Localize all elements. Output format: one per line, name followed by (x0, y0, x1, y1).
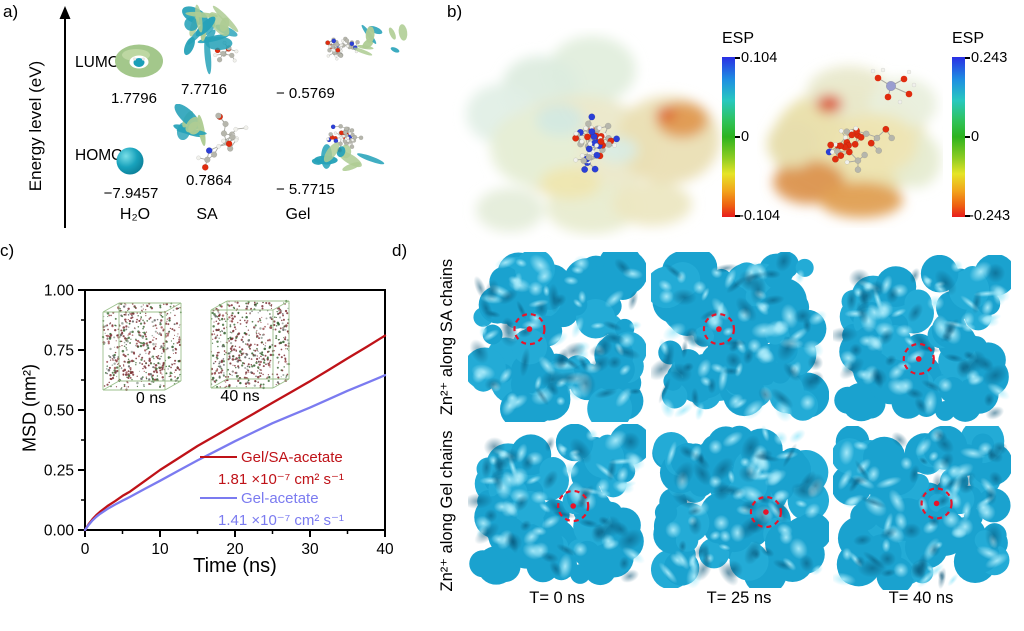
sa-homo-orbital-image (173, 104, 249, 171)
column-label-gel: Gel (285, 206, 311, 223)
inset-label-0ns: 0 ns (135, 390, 167, 407)
sa-lumo-energy: 7.7716 (181, 81, 227, 98)
energy-axis-arrow (59, 6, 71, 228)
colorbar2-max-label: 0.243 (971, 50, 1008, 66)
panel-a-label: a) (3, 2, 19, 21)
colorbar1-title: ESP (721, 30, 754, 47)
gel-homo-orbital-image (311, 124, 385, 172)
svg-text:10: 10 (151, 541, 169, 558)
legend-coefficient-gel-acetate: 1.41 ×10⁻⁷ cm² s⁻¹ (218, 512, 344, 529)
colorbar1-gradient (722, 57, 735, 217)
h2o-homo-energy: −7.9457 (103, 185, 159, 202)
svg-text:0.00: 0.00 (44, 523, 75, 540)
colorbar1-tick-mid (735, 136, 740, 138)
lumo-label: LUMO (75, 54, 120, 71)
panel-d-label: d) (392, 241, 408, 260)
zn-ion-marker (749, 495, 783, 529)
msd-xlabel: Time (ns) (193, 555, 277, 577)
svg-text:0.50: 0.50 (44, 403, 75, 420)
svg-text:0.25: 0.25 (44, 463, 74, 480)
gel-lumo-energy: − 0.5769 (276, 85, 335, 102)
msd-tick-labels: 0 10 20 30 40 0.00 0.25 0.50 0.75 1.00 (44, 283, 394, 559)
density-map-gel-t40 (833, 426, 1011, 590)
colorbar2-mid-label: 0 (971, 129, 980, 145)
legend-coefficient-gel-sa-acetate: 1.81 ×10⁻⁷ cm² s⁻¹ (218, 471, 344, 488)
msd-chart: 0 10 20 30 40 0.00 0.25 0.50 0.75 1.00 (44, 283, 394, 559)
sa-homo-energy: 0.7864 (186, 172, 232, 189)
esp-surface-gel-sa (466, 36, 720, 234)
esp-surface-zn-complex (767, 66, 941, 218)
density-map-sa-t0 (468, 252, 646, 422)
row-label-gel-chains: Zn²⁺ along Gel chains (438, 430, 456, 592)
density-map-sa-t25 (651, 252, 829, 422)
svg-text:0.75: 0.75 (44, 343, 74, 360)
colorbar1-tick-min (735, 215, 740, 217)
colorbar2-gradient (952, 57, 965, 217)
gel-lumo-orbital-image (325, 24, 408, 61)
svg-text:30: 30 (301, 541, 319, 558)
energy-axis-label: Energy level (eV) (26, 60, 45, 192)
colorbar2-tick-mid (965, 136, 970, 138)
h2o-lumo-energy: 1.7796 (111, 90, 157, 107)
colorbar1-min-label: -0.104 (739, 208, 781, 224)
h2o-lumo-orbital-image (115, 44, 163, 78)
time-label-40ns: T= 40 ns (888, 589, 954, 607)
density-map-gel-t25 (651, 424, 829, 588)
zn-ion-marker (557, 489, 590, 523)
simulation-box-0ns (101, 302, 182, 391)
svg-text:0: 0 (81, 541, 90, 558)
zn-atom-cluster (870, 67, 917, 105)
density-map-gel-t0 (468, 424, 646, 586)
colorbar2-min-label: -0.243 (969, 208, 1011, 224)
legend-name-gel-sa-acetate: Gel/SA-acetate (241, 449, 343, 466)
inset-label-40ns: 40 ns (220, 388, 260, 405)
column-label-h2o: H₂O (119, 206, 151, 223)
svg-text:1.00: 1.00 (44, 283, 75, 300)
h2o-homo-orbital-image (116, 147, 144, 175)
legend-line-gel-acetate (200, 497, 237, 500)
colorbar1-max-label: 0.104 (741, 50, 778, 66)
panel-b-label: b) (447, 2, 463, 21)
sa-lumo-orbital-image (182, 4, 239, 75)
zn-ion-marker (513, 312, 546, 346)
time-label-0ns: T= 0 ns (529, 589, 585, 607)
colorbar2-tick-max (965, 57, 970, 59)
zn-ion-marker (902, 342, 935, 376)
svg-text:40: 40 (376, 541, 394, 558)
gel-homo-energy: − 5.7715 (276, 181, 335, 198)
panel-c-label: c) (0, 241, 15, 260)
zn-ion-marker (920, 487, 953, 520)
svg-text:20: 20 (226, 541, 244, 558)
colorbar2-tick-min (965, 215, 970, 217)
time-label-25ns: T= 25 ns (706, 589, 772, 607)
simulation-box-40ns (210, 299, 291, 390)
density-map-sa-t40 (833, 255, 1011, 422)
homo-label: HOMO (75, 147, 124, 164)
msd-axes (78, 289, 386, 537)
zn-ion-marker (702, 312, 736, 346)
msd-series-Gel/SA-acetate (83, 334, 387, 532)
msd-series-Gel-acetate (83, 374, 387, 532)
colorbar2-title: ESP (951, 30, 984, 47)
column-label-sa: SA (196, 206, 218, 223)
colorbar1-mid-label: 0 (741, 129, 750, 145)
colorbar1-tick-max (735, 57, 740, 59)
legend-name-gel-acetate: Gel-acetate (241, 490, 319, 507)
row-label-sa-chains: Zn²⁺ along SA chains (438, 258, 456, 416)
msd-ylabel: MSD (nm²) (19, 364, 40, 452)
legend-line-gel-sa-acetate (200, 456, 237, 459)
